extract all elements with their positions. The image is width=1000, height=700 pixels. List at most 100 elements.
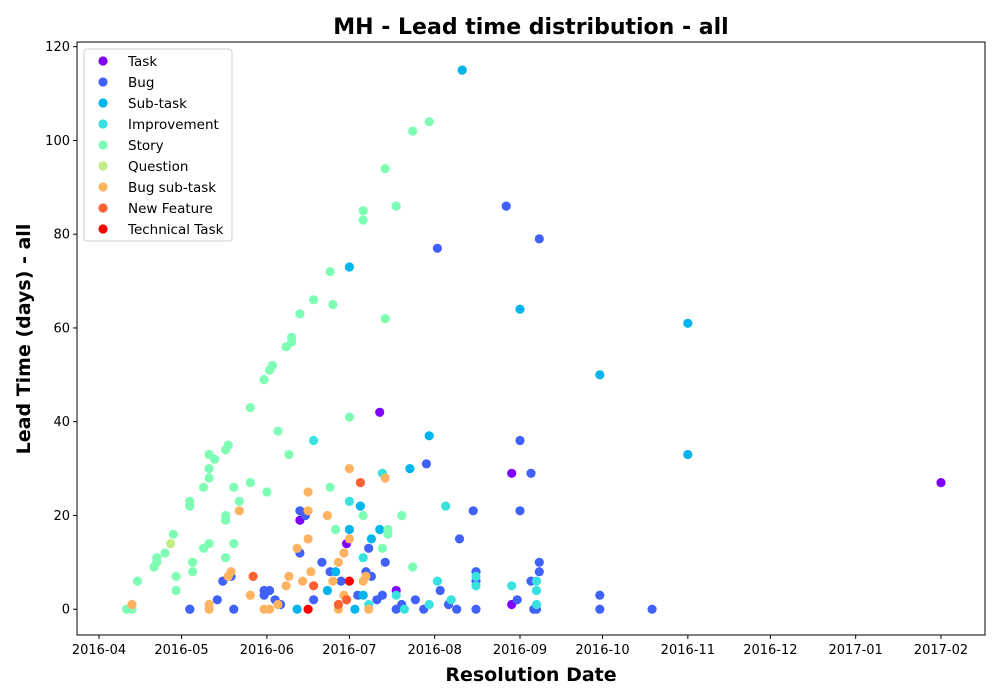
point-story <box>221 553 231 563</box>
point-story <box>309 295 319 305</box>
point-bug <box>317 557 327 567</box>
point-story <box>287 332 297 342</box>
point-story <box>229 482 239 492</box>
x-tick-label: 2017-02 <box>914 643 968 658</box>
x-tick-label: 2016-10 <box>575 643 629 658</box>
point-story <box>284 449 294 460</box>
point-story <box>273 426 283 436</box>
point-bug <box>421 459 431 469</box>
point-bug <box>377 590 387 600</box>
point-story <box>331 524 341 535</box>
point-improvement <box>432 576 442 586</box>
point-improvement <box>358 553 368 563</box>
point-story <box>204 473 214 483</box>
point-story <box>325 482 335 492</box>
legend-label-improvement: Improvement <box>128 117 219 133</box>
x-tick-label: 2016-06 <box>240 643 294 658</box>
legend-label-technical-task: Technical Task <box>127 222 224 238</box>
legend-marker-question <box>98 161 108 171</box>
legend-label-question: Question <box>128 159 188 175</box>
legend-marker-improvement <box>98 119 108 129</box>
point-bug-sub-task <box>322 510 332 521</box>
point-bug-sub-task <box>303 534 313 544</box>
x-tick-label: 2016-11 <box>661 643 715 658</box>
legend-label-task: Task <box>127 54 157 70</box>
point-sub-task <box>358 590 368 600</box>
point-bug-sub-task <box>344 534 354 544</box>
point-bug-sub-task <box>344 464 354 474</box>
y-axis: 0 20 40 60 80 100 120 <box>45 40 77 618</box>
point-bug <box>515 435 525 446</box>
point-bug <box>647 604 657 614</box>
point-task <box>507 468 517 478</box>
point-bug <box>185 604 195 614</box>
point-bug-sub-task <box>245 590 255 600</box>
point-story <box>358 206 368 216</box>
point-story <box>328 299 338 310</box>
y-tick-label: 0 <box>62 603 70 618</box>
legend-marker-new-feature <box>98 203 108 213</box>
point-story <box>221 515 231 525</box>
point-bug-sub-task <box>339 548 349 558</box>
point-story <box>188 567 198 577</box>
point-bug-sub-task <box>333 557 343 567</box>
point-bug <box>212 595 222 605</box>
point-bug <box>265 585 275 596</box>
y-tick-label: 120 <box>45 40 70 55</box>
legend: Task Bug Sub-task Improvement Story Question B… <box>83 48 233 242</box>
point-improvement <box>441 501 451 511</box>
legend-label-bug-sub-task: Bug sub-task <box>128 180 216 196</box>
point-bug <box>309 595 319 605</box>
point-bug-sub-task <box>281 581 291 591</box>
point-new-feature <box>355 478 365 488</box>
x-tick-label: 2017-01 <box>829 643 883 658</box>
point-story <box>152 553 162 563</box>
point-sub-task <box>292 604 302 614</box>
point-new-feature <box>309 581 319 591</box>
point-story <box>295 309 305 319</box>
point-bug <box>471 604 481 614</box>
point-bug-sub-task <box>303 487 313 497</box>
point-sub-task <box>457 65 467 75</box>
point-story <box>223 440 233 450</box>
point-story <box>229 539 239 549</box>
point-bug-sub-task <box>303 506 313 516</box>
point-story <box>262 487 272 497</box>
point-bug-sub-task <box>127 599 137 610</box>
y-axis-label: Lead Time (days) - all <box>13 224 35 455</box>
point-improvement <box>424 599 434 610</box>
legend-marker-bug-sub-task <box>98 182 108 192</box>
x-tick-label: 2016-08 <box>408 643 462 658</box>
point-improvement <box>446 595 456 605</box>
point-task <box>936 478 946 488</box>
legend-label-sub-task: Sub-task <box>128 96 187 112</box>
point-sub-task <box>350 604 360 614</box>
point-story <box>358 510 368 521</box>
legend-marker-sub-task <box>98 98 108 108</box>
point-bug-sub-task <box>380 473 390 483</box>
point-bug <box>435 585 445 596</box>
x-tick-label: 2016-12 <box>743 643 797 658</box>
point-bug-sub-task <box>298 576 308 586</box>
point-story <box>424 117 434 127</box>
point-story <box>408 126 418 136</box>
point-bug <box>468 506 478 516</box>
point-bug-sub-task <box>328 576 338 586</box>
point-sub-task <box>515 304 525 314</box>
point-story <box>160 548 170 558</box>
point-story <box>204 539 214 549</box>
point-story <box>245 478 255 488</box>
point-story <box>383 529 393 539</box>
point-bug-sub-task <box>284 571 294 582</box>
point-improvement <box>471 571 481 582</box>
plot-frame <box>76 41 986 636</box>
point-improvement <box>531 585 542 596</box>
point-bug <box>336 576 346 586</box>
point-sub-task <box>344 524 354 535</box>
x-axis-label: Resolution Date <box>445 664 616 686</box>
point-story <box>408 562 418 572</box>
point-sub-task <box>375 524 385 535</box>
legend-marker-task <box>98 56 108 66</box>
x-tick-label: 2016-09 <box>493 643 547 658</box>
